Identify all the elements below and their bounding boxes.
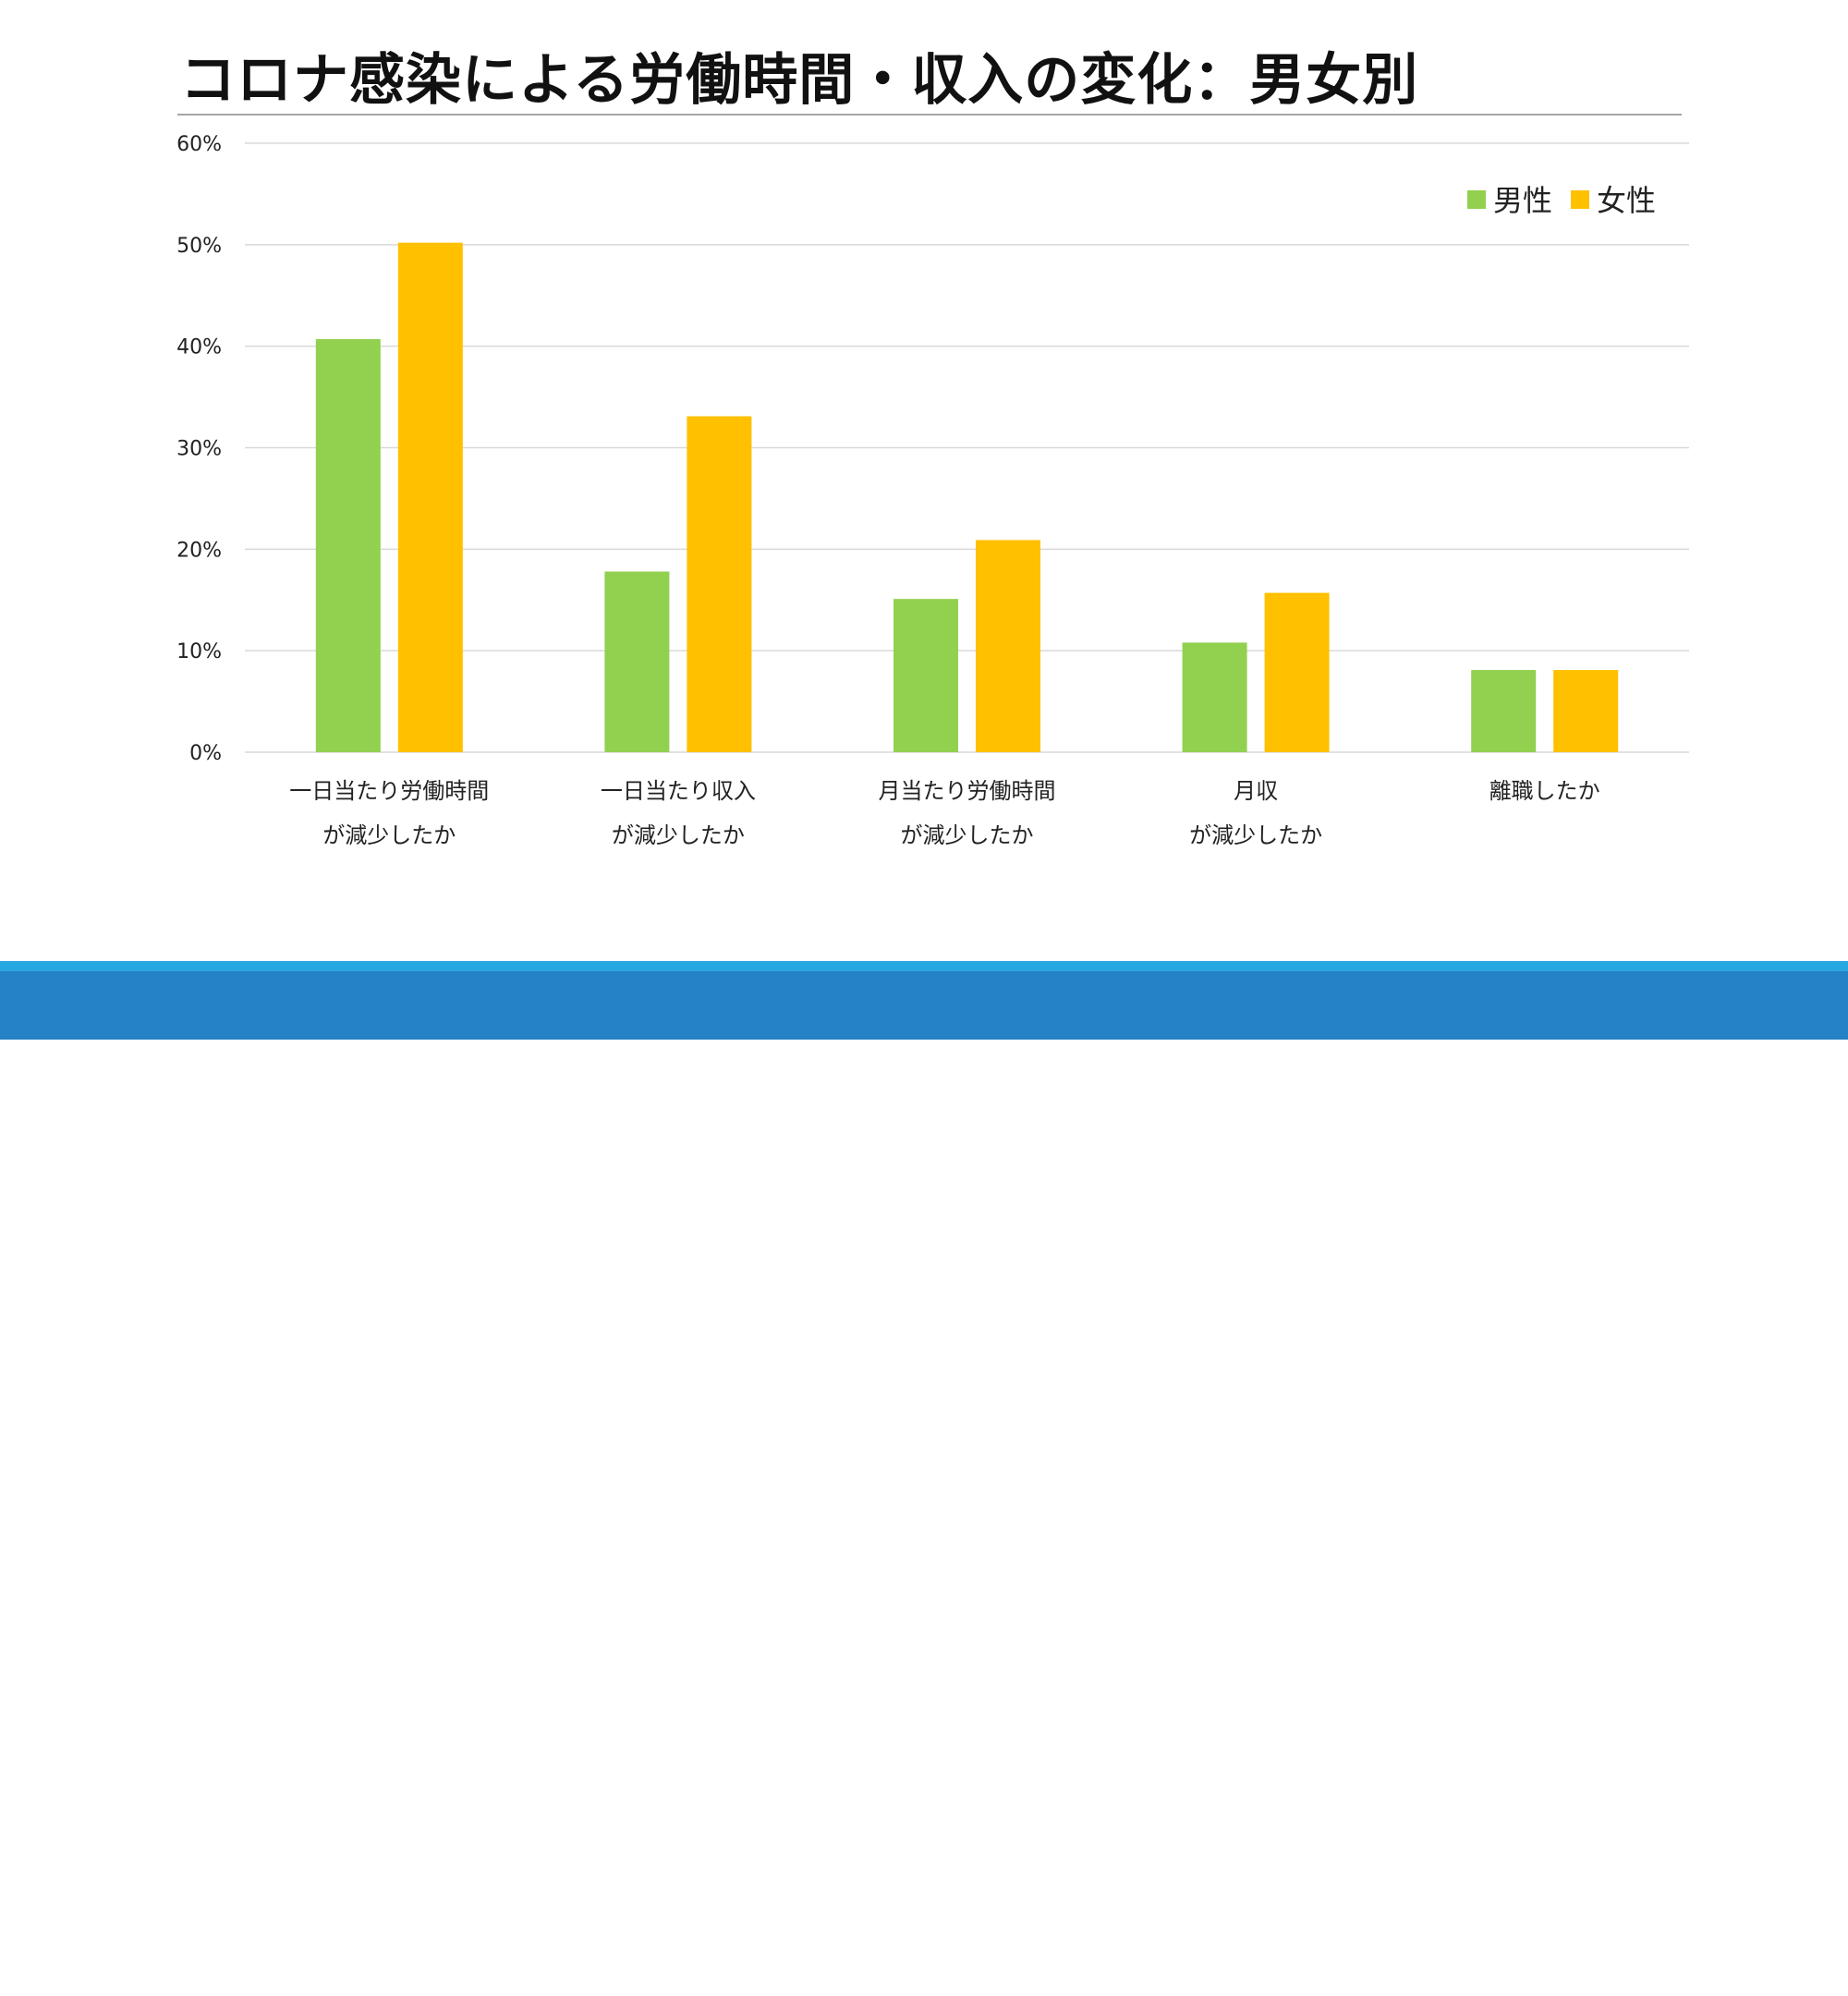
bar-female — [687, 416, 752, 752]
bars — [315, 242, 1619, 752]
legend-swatch — [1467, 190, 1486, 209]
x-tick-label: 一日当たり収入 — [601, 778, 756, 804]
y-tick-label: 40% — [176, 336, 222, 359]
gridlines — [245, 142, 1689, 753]
y-tick-label: 10% — [176, 640, 222, 663]
bar-male — [604, 571, 670, 752]
legend: 男性 女性 — [1467, 183, 1656, 218]
y-axis-ticks: 0% 10% 20% 30% 40% 50% 60% — [176, 133, 222, 765]
bar-male — [1471, 670, 1537, 752]
bar-male — [894, 599, 958, 752]
y-tick-label: 60% — [176, 133, 222, 156]
x-axis-labels: 一日当たり労働時間が減少したか一日当たり収入が減少したか月当たり労働時間が減少し… — [289, 778, 1599, 848]
x-tick-label: が減少したか — [901, 822, 1034, 848]
y-tick-label: 0% — [189, 742, 222, 765]
legend-swatch — [1571, 190, 1589, 209]
x-tick-label: 月当たり労働時間 — [879, 778, 1056, 804]
x-tick-label: 月収 — [1234, 778, 1278, 804]
title-divider — [177, 114, 1682, 116]
x-tick-label: 離職したか — [1489, 778, 1600, 804]
x-tick-label: 一日当たり労働時間 — [289, 778, 489, 804]
x-tick-label: が減少したか — [322, 822, 456, 848]
bar-female — [976, 540, 1040, 752]
y-tick-label: 50% — [176, 235, 222, 258]
x-tick-label: が減少したか — [1189, 822, 1322, 848]
bar-male — [315, 338, 381, 752]
bar-female — [1553, 670, 1619, 752]
bar-female — [397, 242, 463, 752]
slide-title: コロナ感染による労働時間・収入の変化：男女別 — [180, 48, 1419, 113]
y-tick-label: 30% — [176, 438, 222, 461]
legend-label: 男性 — [1493, 183, 1552, 218]
bar-chart: 0%10%20%30%40%50%60% 一日当たり労働時間が減少したか一日当た… — [176, 133, 1689, 848]
footer-accent-stripe — [0, 961, 1848, 971]
y-tick-label: 20% — [176, 539, 222, 562]
page-number: 52 — [1638, 1958, 1685, 1996]
footer-bar: 52 — [0, 971, 1848, 1996]
x-tick-label: が減少したか — [612, 822, 745, 848]
bar-female — [1264, 592, 1330, 752]
bar-male — [1182, 642, 1247, 752]
legend-label: 女性 — [1597, 183, 1656, 218]
